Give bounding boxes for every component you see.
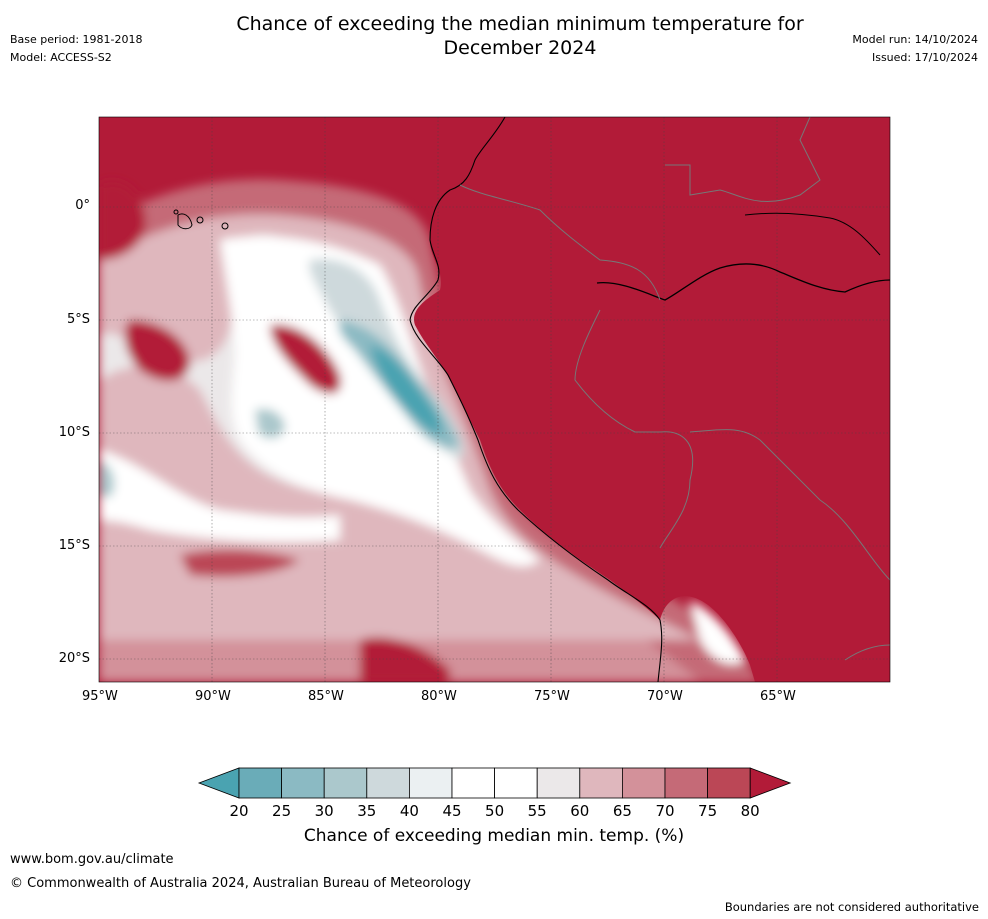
lon-tick-65w: 65°W [760,689,796,704]
colorbar-tick-label: 50 [485,802,505,820]
colorbar-segment [451,767,495,799]
colorbar-segment [536,767,581,799]
colorbar-tick-label: 25 [272,802,292,820]
negro-river [744,212,881,256]
galapagos-islands [173,209,229,230]
lon-tick-85w: 85°W [308,689,344,704]
coastline [409,117,663,682]
colorbar-label: Chance of exceeding median min. temp. (%… [303,826,685,846]
colorbar-segment [494,767,538,799]
lat-tick-15s: 15°S [58,538,90,553]
colorbar-tick-label: 20 [229,802,249,820]
base-period: Base period: 1981-2018 [10,33,143,46]
map-contours [99,117,890,682]
colorbar-extend-high [749,767,792,799]
lon-tick-70w: 70°W [647,689,683,704]
colorbar-tick-label: 45 [442,802,462,820]
colorbar-tick-label: 75 [698,802,718,820]
colorbar-tick-label: 80 [740,802,760,820]
colorbar-segment [281,767,325,799]
copyright-text: © Commonwealth of Australia 2024, Austra… [10,876,471,891]
amazon-river [596,263,890,301]
website-link[interactable]: www.bom.gov.au/climate [10,852,174,867]
colorbar-extend-low [197,767,240,799]
title-line-2: December 2024 [443,37,597,59]
lon-tick-80w: 80°W [421,689,457,704]
colorbar-segment [408,767,453,799]
colorbar-segment [323,767,368,799]
map-frame [98,116,891,683]
colorbar-tick-label: 35 [357,802,377,820]
model-run: Model run: 14/10/2024 [852,33,978,46]
title-line-1: Chance of exceeding the median minimum t… [236,13,804,35]
colorbar-tick-label: 55 [527,802,547,820]
lat-tick-10s: 10°S [58,425,90,440]
colorbar-segment [707,767,751,799]
land-mask [414,117,890,682]
lon-tick-75w: 75°W [534,689,570,704]
model-name: Model: ACCESS-S2 [10,51,112,64]
colorbar-segment [664,767,708,799]
meta-right: Model run: 14/10/2024 Issued: 17/10/2024 [852,31,978,67]
chart-title: Chance of exceeding the median minimum t… [150,12,890,60]
colorbar-tick-label: 60 [570,802,590,820]
colorbar-segment [622,767,666,799]
lat-tick-0: 0° [75,198,90,213]
colorbar-tick-label: 65 [612,802,632,820]
colorbar-segment [366,767,410,799]
lat-tick-20s: 20°S [58,651,90,666]
colorbar-segment [238,767,282,799]
colorbar-tick-label: 40 [399,802,419,820]
colorbar-segment [579,767,623,799]
issued-date: Issued: 17/10/2024 [871,51,978,64]
lon-tick-90w: 90°W [195,689,231,704]
national-borders [459,117,890,661]
meta-left: Base period: 1981-2018 Model: ACCESS-S2 [10,31,142,67]
lon-tick-95w: 95°W [82,689,118,704]
forecast-map [98,116,891,683]
graticule [99,117,890,682]
colorbar-tick-label: 30 [314,802,334,820]
colorbar [197,767,792,799]
lat-tick-5s: 5°S [66,312,90,327]
boundary-disclaimer: Boundaries are not considered authoritat… [724,900,979,914]
colorbar-tick-label: 70 [655,802,675,820]
